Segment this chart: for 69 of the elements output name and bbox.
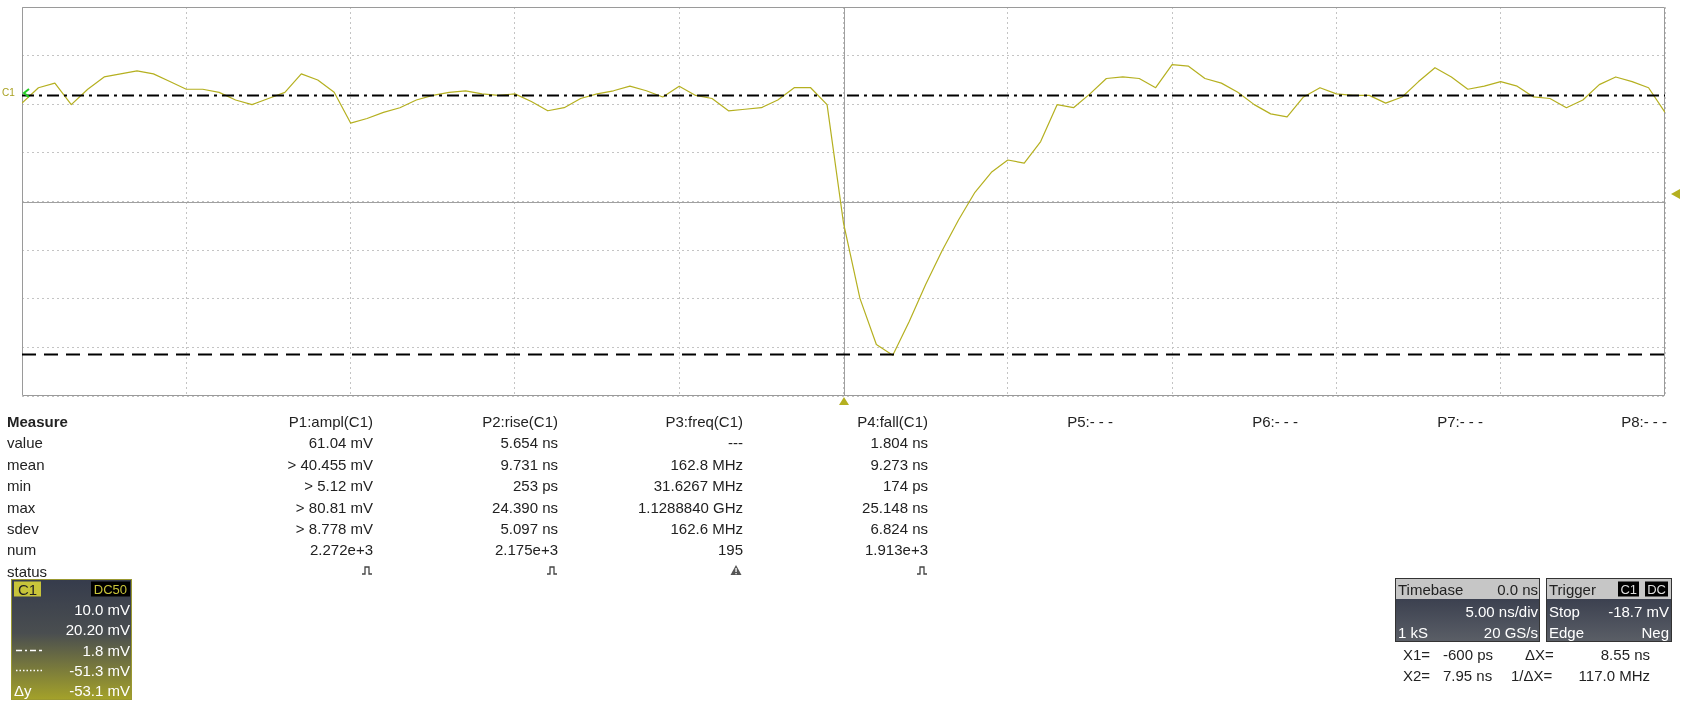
text: Δy xyxy=(14,681,32,699)
text: 7.95 ns xyxy=(1443,666,1493,684)
text: -53.1 mV xyxy=(69,681,130,699)
text: > 80.81 mV xyxy=(295,498,373,516)
text: max xyxy=(7,498,36,516)
text: P7:- - - xyxy=(1437,412,1483,430)
text: > 5.12 mV xyxy=(304,476,373,494)
text: 5.097 ns xyxy=(500,519,558,537)
text: 10.0 mV xyxy=(74,600,130,618)
text: 2.175e+3 xyxy=(495,540,558,558)
text: 9.731 ns xyxy=(500,455,558,473)
text: 162.8 MHz xyxy=(670,455,743,473)
text: 117.0 MHz xyxy=(1578,666,1650,684)
text: > 40.455 mV xyxy=(287,455,373,473)
text: 195 xyxy=(717,540,743,558)
text: P8:- - - xyxy=(1621,412,1667,430)
text: 9.273 ns xyxy=(870,455,928,473)
text: P1:ampl(C1) xyxy=(288,412,373,430)
text: 31.6267 MHz xyxy=(653,476,743,494)
text: Trigger xyxy=(1549,580,1596,598)
text: C1 xyxy=(1618,581,1639,597)
text: Timebase xyxy=(1398,580,1464,598)
text: Stop xyxy=(1549,602,1580,620)
text: -18.7 mV xyxy=(1608,602,1669,620)
text: 5.654 ns xyxy=(500,433,558,451)
text: 1.1288840 GHz xyxy=(637,498,743,516)
text: 253 ps xyxy=(512,476,558,494)
text: mean xyxy=(7,455,45,473)
text: 1.8 mV xyxy=(82,641,130,659)
text: 2.272e+3 xyxy=(310,540,373,558)
text: 0.0 ns xyxy=(1497,580,1538,598)
text: --- xyxy=(728,433,743,451)
text: 20 GS/s xyxy=(1483,623,1538,641)
text: ΔX= xyxy=(1525,645,1554,663)
text: min xyxy=(7,476,32,494)
text: num xyxy=(7,540,37,558)
text: P4:fall(C1) xyxy=(857,412,928,430)
text: 1.804 ns xyxy=(870,433,928,451)
text: Edge xyxy=(1549,623,1585,641)
text: 162.6 MHz xyxy=(670,519,743,537)
text: 20.20 mV xyxy=(65,620,130,638)
text: P6:- - - xyxy=(1252,412,1298,430)
text: P2:rise(C1) xyxy=(482,412,558,430)
text: DC50 xyxy=(90,581,130,597)
text: 174 ps xyxy=(882,476,928,494)
text: > 8.778 mV xyxy=(295,519,373,537)
text: X1= xyxy=(1403,645,1431,663)
text: 25.148 ns xyxy=(862,498,928,516)
text: 24.390 ns xyxy=(492,498,558,516)
text: 1/ΔX= xyxy=(1511,666,1553,684)
text: P3:freq(C1) xyxy=(665,412,743,430)
text: DC xyxy=(1645,581,1668,597)
text: 1 kS xyxy=(1398,623,1429,641)
text: status xyxy=(7,562,48,580)
text: Neg xyxy=(1641,623,1669,641)
text: 61.04 mV xyxy=(308,433,373,451)
text: 6.824 ns xyxy=(870,519,928,537)
text: X2= xyxy=(1403,666,1431,684)
text: P5:- - - xyxy=(1067,412,1113,430)
text: 5.00 ns/div xyxy=(1465,602,1538,620)
text: value xyxy=(7,433,43,451)
text: 8.55 ns xyxy=(1600,645,1650,663)
text: 1.913e+3 xyxy=(865,540,928,558)
text: -51.3 mV xyxy=(69,661,130,679)
text: -600 ps xyxy=(1443,645,1494,663)
text: C1 xyxy=(14,580,42,598)
text: C1 xyxy=(2,86,15,98)
text: sdev xyxy=(7,519,39,537)
text: Measure xyxy=(7,412,68,430)
